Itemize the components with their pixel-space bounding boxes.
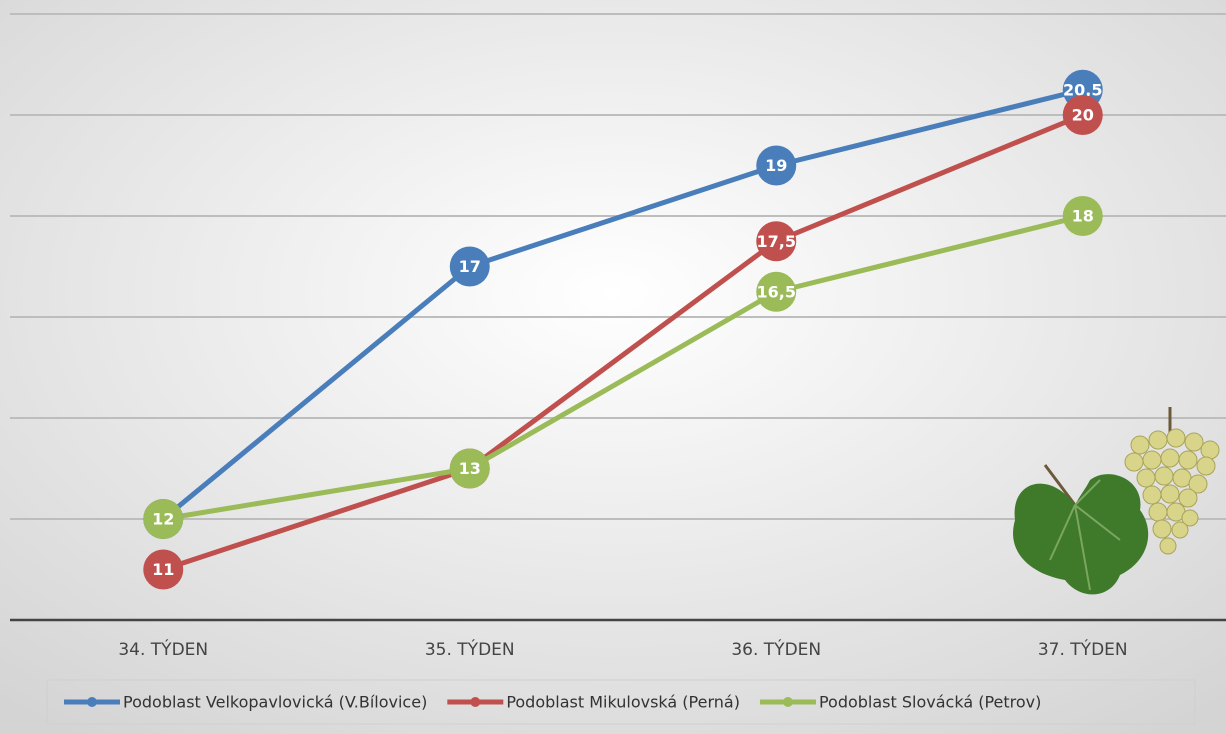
data-label: 20 [1072,106,1094,125]
legend-label: Podoblast Mikulovská (Perná) [506,693,740,712]
data-label: 20,5 [1063,80,1102,99]
data-point [756,221,797,262]
data-label: 17,5 [757,232,796,251]
grape-illustration [1013,407,1220,595]
x-tick-label: 36. TÝDEN [731,638,821,660]
data-point [1062,95,1103,135]
data-point [143,499,184,539]
data-label: 12 [152,510,174,529]
legend-marker [470,697,481,707]
data-label: 19 [765,156,787,175]
legend-marker [87,697,97,707]
data-label: 18 [1072,207,1094,226]
legend-box [46,679,1196,725]
data-label: 13 [459,459,481,478]
legend-label: Podoblast Slovácká (Petrov) [819,693,1041,712]
data-label: 11 [152,560,174,579]
data-point [449,246,490,287]
legend-label: Podoblast Velkopavlovická (V.Bílovice) [123,693,427,712]
x-tick-label: 35. TÝDEN [425,638,515,660]
series-line [162,213,1084,522]
data-label: 17 [459,257,481,276]
series-line [162,112,1084,572]
data-point [1062,196,1103,236]
series-line [161,87,1084,521]
data-point [143,549,184,590]
data-label: 16,5 [757,282,796,301]
data-point [449,448,490,489]
x-tick-label: 34. TÝDEN [118,638,208,660]
x-tick-label: 37. TÝDEN [1038,638,1128,660]
data-point [756,271,797,312]
data-point [756,145,797,186]
legend-marker [782,697,793,707]
